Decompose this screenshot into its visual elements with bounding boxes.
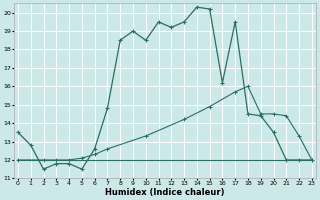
X-axis label: Humidex (Indice chaleur): Humidex (Indice chaleur) <box>105 188 225 197</box>
